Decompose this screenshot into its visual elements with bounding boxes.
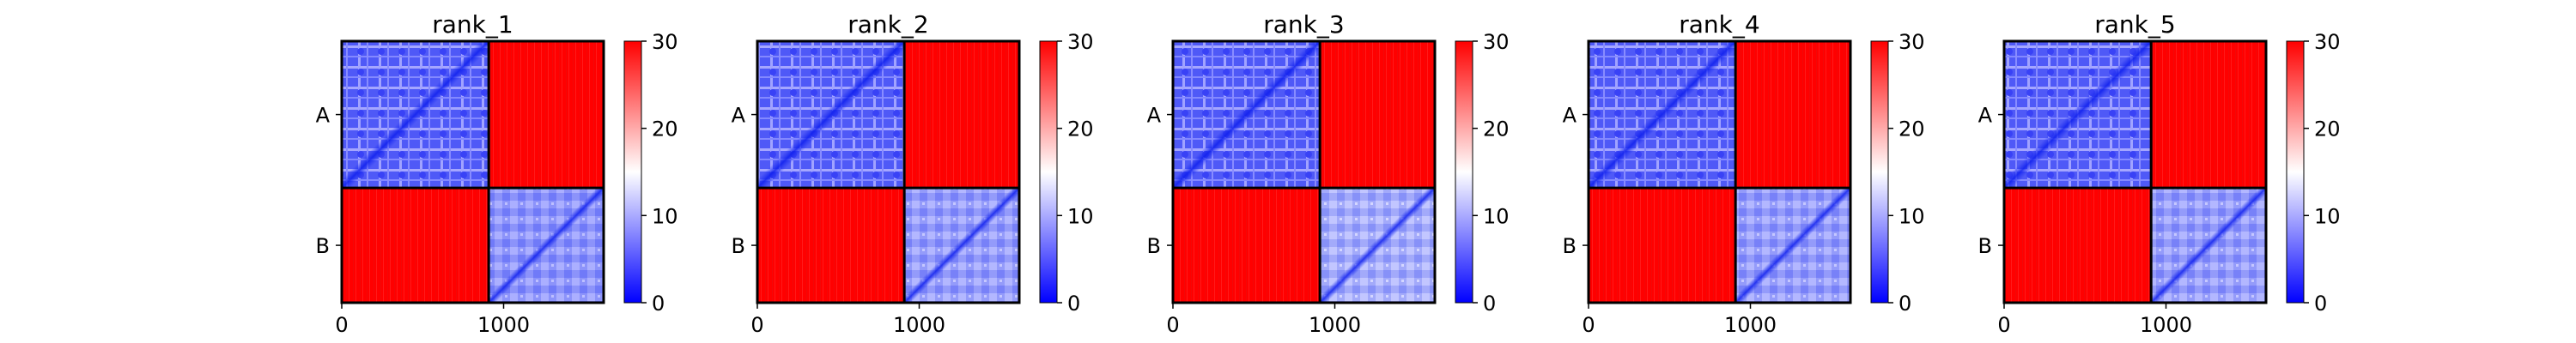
x-tick-label: 0	[1997, 313, 2010, 337]
panel-title: rank_3	[1263, 10, 1344, 39]
x-tick-label: 1000	[893, 313, 945, 337]
x-tick-label: 1000	[2140, 313, 2192, 337]
heatmap-block-texture	[1173, 188, 1321, 303]
panel-title: rank_5	[2094, 10, 2175, 39]
colorbar-tick-label: 10	[1067, 204, 1094, 228]
x-tick-label: 1000	[477, 313, 530, 337]
colorbar-tick-label: 20	[1899, 117, 1925, 141]
heatmap-frame	[1587, 39, 1852, 304]
x-tick-label: 0	[335, 313, 348, 337]
colorbar-tick-label: 10	[1483, 204, 1510, 228]
heatmap-block-texture	[1589, 188, 1736, 303]
colorbar-tick-label: 10	[1899, 204, 1925, 228]
colorbar-tick-label: 20	[652, 117, 678, 141]
heatmap-panel-2: rank_2 A B 0 1000 0 10 20 30	[732, 10, 1094, 337]
colorbar-tick-label: 20	[1067, 117, 1094, 141]
colorbar-tick-label: 30	[1067, 30, 1094, 54]
colorbar-tick-label: 0	[1483, 292, 1496, 316]
colorbar-tick-label: 30	[2314, 30, 2341, 54]
y-tick-label: B	[316, 234, 330, 258]
heatmap-diagonal	[2004, 41, 2152, 189]
heatmap-diagonal	[489, 188, 604, 303]
heatmap-diagonal	[904, 188, 1019, 303]
heatmap-panel-1: rank_1 A B 0 1000 0 10 20 30	[316, 10, 678, 337]
colorbar	[1455, 40, 1473, 304]
heatmap-block-texture	[2004, 188, 2152, 303]
heatmap-diagonal	[1589, 41, 1736, 189]
x-tick-label: 0	[1582, 313, 1595, 337]
heatmap-panel-3: rank_3 A B 0 1000 0 10 20 30	[1147, 10, 1510, 337]
y-tick-label: A	[732, 104, 746, 128]
colorbar-tick-label: 30	[652, 30, 678, 54]
heatmap-block-texture	[2151, 41, 2266, 189]
colorbar-tick-label: 10	[652, 204, 678, 228]
heatmap-frame	[2002, 39, 2268, 304]
colorbar-tick-label: 30	[1483, 30, 1510, 54]
y-tick-label: B	[1978, 234, 1992, 258]
y-tick-label: A	[1563, 104, 1577, 128]
y-tick-label: A	[1978, 104, 1993, 128]
heatmap-diagonal	[1173, 41, 1321, 189]
heatmap-frame	[340, 39, 605, 304]
colorbar-tick-label: 0	[1899, 292, 1911, 316]
heatmap-block-texture	[1735, 41, 1850, 189]
colorbar-tick-label: 0	[1067, 292, 1080, 316]
y-tick-label: A	[1147, 104, 1162, 128]
colorbar-tick-label: 30	[1899, 30, 1925, 54]
heatmap-block-texture	[904, 41, 1019, 189]
heatmap-frame	[1171, 39, 1437, 304]
y-tick-label: A	[316, 104, 331, 128]
heatmap-diagonal	[342, 41, 489, 189]
y-tick-label: B	[1563, 234, 1577, 258]
panel-title: rank_1	[432, 10, 513, 39]
colorbar-tick-label: 0	[2314, 292, 2327, 316]
heatmap-diagonal	[1320, 188, 1435, 303]
panel-title: rank_4	[1679, 10, 1759, 39]
heatmap-panel-5: rank_5 A B 0 1000 0 10 20 30	[1978, 10, 2341, 337]
heatmap-block-texture	[757, 188, 905, 303]
colorbar	[1870, 40, 1889, 304]
colorbar-tick-label: 10	[2314, 204, 2341, 228]
colorbar	[2286, 40, 2305, 304]
heatmap-block-texture	[1320, 41, 1435, 189]
panel-title: rank_2	[848, 10, 928, 39]
heatmap-block-texture	[342, 188, 489, 303]
colorbar	[623, 40, 642, 304]
heatmap-panel-4: rank_4 A B 0 1000 0 10 20 30	[1563, 10, 1925, 337]
y-tick-label: B	[1147, 234, 1161, 258]
heatmap-block-texture	[489, 41, 604, 189]
x-tick-label: 1000	[1309, 313, 1361, 337]
heatmap-diagonal	[757, 41, 905, 189]
colorbar-tick-label: 0	[652, 292, 665, 316]
x-tick-label: 1000	[1724, 313, 1777, 337]
colorbar-tick-label: 20	[1483, 117, 1510, 141]
heatmap-diagonal	[1735, 188, 1850, 303]
y-tick-label: B	[732, 234, 745, 258]
colorbar-tick-label: 20	[2314, 117, 2341, 141]
x-tick-label: 0	[750, 313, 763, 337]
heatmap-frame	[756, 39, 1021, 304]
heatmap-diagonal	[2151, 188, 2266, 303]
colorbar	[1039, 40, 1058, 304]
x-tick-label: 0	[1166, 313, 1179, 337]
